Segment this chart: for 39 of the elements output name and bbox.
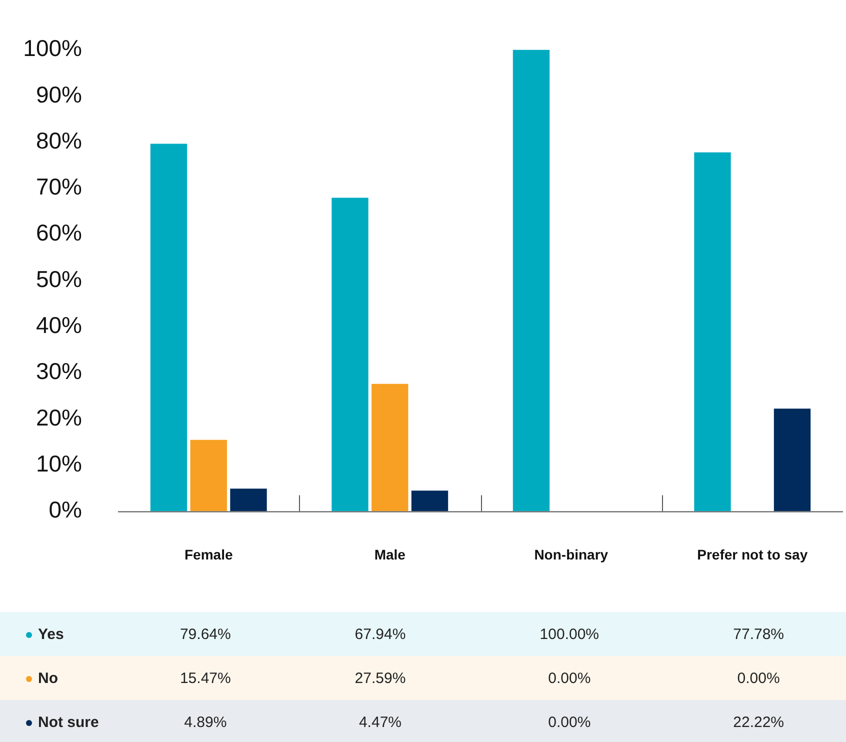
bar <box>230 488 267 512</box>
y-tick-label: 90% <box>36 81 82 108</box>
data-label: 0.00% <box>547 668 592 688</box>
y-tick-label: 0% <box>48 496 82 523</box>
x-tick-label: Non-binary <box>534 546 608 562</box>
bar <box>190 440 227 512</box>
data-label: 67.94% <box>354 624 407 644</box>
y-tick-label: 20% <box>36 404 82 430</box>
bar <box>332 198 368 512</box>
data-label: 27.59% <box>354 668 407 688</box>
bar <box>774 408 811 512</box>
bar <box>411 490 448 512</box>
data-label: 0.00% <box>547 712 592 732</box>
y-tick-label: 10% <box>36 450 82 476</box>
data-label: 4.47% <box>358 712 403 732</box>
x-tick-label: Male <box>374 546 406 562</box>
y-tick-label: 70% <box>36 174 82 200</box>
legend-label: Not sure <box>37 712 100 732</box>
data-label: 4.89% <box>183 712 228 732</box>
data-label: 100.00% <box>538 624 600 644</box>
data-label: 79.64% <box>178 624 232 644</box>
bar <box>512 50 550 512</box>
bar <box>694 152 731 512</box>
data-label: 22.22% <box>732 712 786 732</box>
data-label: 77.78% <box>732 624 786 644</box>
y-tick-label: 100% <box>23 35 82 62</box>
y-tick-label: 80% <box>36 127 82 154</box>
legend-label: No <box>37 668 59 688</box>
data-label: 15.47% <box>178 668 232 688</box>
bar <box>150 144 188 512</box>
y-tick-label: 30% <box>36 358 82 384</box>
y-tick-label: 50% <box>36 266 82 292</box>
data-label: 0.00% <box>736 668 781 688</box>
bar <box>372 384 408 512</box>
y-tick-label: 60% <box>36 220 82 246</box>
y-tick-label: 40% <box>36 312 82 338</box>
x-tick-label: Prefer not to say <box>697 546 808 562</box>
x-tick-label: Female <box>184 546 233 562</box>
legend-label: Yes <box>37 624 65 644</box>
